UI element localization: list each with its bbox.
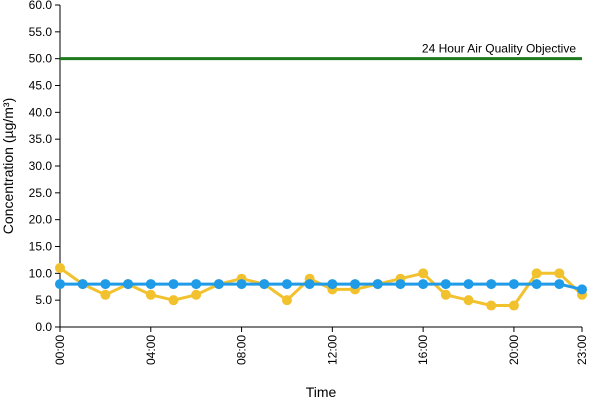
data-point <box>531 268 542 279</box>
data-point <box>123 279 134 290</box>
x-tick-labels: 00:00 04:00 08:00 12:00 16:00 20:00 23:00 <box>53 327 589 365</box>
data-point <box>77 279 88 290</box>
x-tick-label: 04:00 <box>144 335 158 365</box>
y-tick-label: 20.0 <box>29 213 53 227</box>
y-tick-labels: 0.0 5.0 10.0 15.0 20.0 25.0 30.0 35.0 40.0 45.0 50… <box>29 0 60 334</box>
x-tick-label: 23:00 <box>575 335 589 365</box>
y-tick-label: 15.0 <box>29 240 53 254</box>
data-point <box>304 279 315 290</box>
data-point <box>168 279 179 290</box>
y-tick-label: 10.0 <box>29 266 53 280</box>
data-point <box>259 279 270 290</box>
data-point <box>55 279 65 290</box>
data-point <box>486 279 497 290</box>
data-point <box>418 268 429 279</box>
data-point <box>281 279 292 290</box>
data-point <box>145 279 156 290</box>
x-tick-label: 08:00 <box>235 335 249 365</box>
y-axis: 0.0 5.0 10.0 15.0 20.0 25.0 30.0 35.0 40.0 45.0 50… <box>29 0 61 334</box>
x-tick-label: 20:00 <box>507 335 521 365</box>
data-point <box>554 279 565 290</box>
data-point <box>486 300 497 311</box>
data-point <box>191 289 202 300</box>
series-line <box>59 266 584 307</box>
series-2 <box>55 279 587 295</box>
series-layer <box>55 262 587 311</box>
data-point <box>236 279 247 290</box>
data-point <box>418 279 429 290</box>
y-tick-label: 50.0 <box>29 52 53 66</box>
x-tick-label: 12:00 <box>325 335 339 365</box>
x-axis-title: Time <box>306 384 337 400</box>
data-point <box>395 279 406 290</box>
objective-label: 24 Hour Air Quality Objective <box>422 42 576 56</box>
data-point <box>463 279 474 290</box>
data-point <box>372 279 383 290</box>
y-tick-label: 25.0 <box>29 186 53 200</box>
data-point <box>100 279 111 290</box>
data-point <box>508 300 519 311</box>
data-point <box>213 279 224 290</box>
data-point <box>463 295 474 306</box>
x-axis: 00:00 04:00 08:00 12:00 16:00 20:00 23:00 <box>53 326 589 365</box>
data-point <box>168 295 179 306</box>
series-1 <box>55 262 587 311</box>
data-point <box>55 262 65 273</box>
data-point <box>191 279 202 290</box>
data-point <box>100 289 111 300</box>
y-tick-label: 30.0 <box>29 159 53 173</box>
data-point <box>508 279 519 290</box>
data-point <box>577 284 587 295</box>
x-tick-label: 00:00 <box>53 335 67 365</box>
y-tick-label: 40.0 <box>29 105 53 119</box>
data-point <box>327 279 338 290</box>
x-tick-label: 16:00 <box>416 335 430 365</box>
reference-lines: 24 Hour Air Quality Objective <box>60 42 582 61</box>
y-tick-label: 5.0 <box>35 293 52 307</box>
data-point <box>440 279 451 290</box>
y-tick-label: 60.0 <box>29 0 53 12</box>
data-point <box>350 279 361 290</box>
y-tick-label: 0.0 <box>35 320 52 334</box>
y-axis-title: Concentration (µg/m³) <box>0 98 16 234</box>
y-tick-label: 35.0 <box>29 132 53 146</box>
y-tick-label: 55.0 <box>29 25 53 39</box>
data-point <box>281 295 292 306</box>
data-point <box>145 289 156 300</box>
data-point <box>531 279 542 290</box>
data-point <box>554 268 565 279</box>
y-tick-label: 45.0 <box>29 79 53 93</box>
data-point <box>440 289 451 300</box>
